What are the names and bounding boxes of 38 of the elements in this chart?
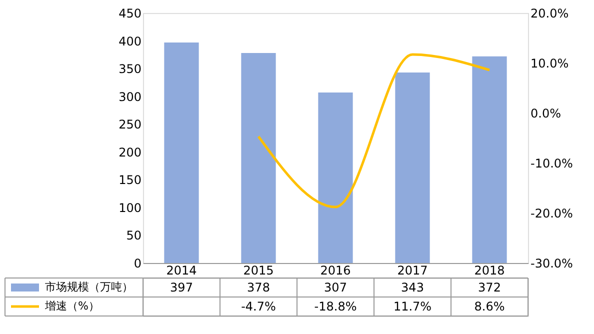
y-tick-label: 100: [118, 200, 142, 215]
legend-label: 市场规模（万吨）: [45, 280, 133, 294]
data-label: 397: [170, 280, 193, 294]
y-tick-label: 250: [118, 118, 142, 132]
x-tick-label: 2015: [243, 264, 274, 278]
bar: [472, 56, 507, 263]
y-tick-label: 350: [118, 62, 142, 76]
y-tick-label: 450: [118, 6, 142, 20]
y2-tick-label: 0.0%: [530, 106, 561, 120]
y-tick-label: 300: [118, 90, 142, 104]
data-label: 307: [324, 280, 347, 294]
bar: [318, 92, 353, 263]
y2-tick-label: -20.0%: [530, 206, 573, 220]
bar: [395, 72, 430, 263]
y-tick-label: 200: [118, 145, 142, 160]
x-tick-label: 2017: [397, 264, 428, 278]
data-label: 8.6%: [474, 300, 505, 314]
x-tick-label: 2016: [320, 264, 351, 278]
x-tick-label: 2014: [166, 264, 197, 278]
y-tick-label: 50: [126, 228, 142, 243]
y2-tick-label: -30.0%: [530, 256, 573, 270]
y2-tick-label: 20.0%: [530, 6, 569, 20]
y-tick-label: 400: [118, 34, 142, 48]
x-tick-label: 2018: [474, 264, 505, 278]
y2-tick-label: 10.0%: [530, 56, 569, 70]
y-tick-label: 150: [118, 173, 142, 188]
line-series: [257, 53, 491, 208]
y2-tick-label: -10.0%: [530, 156, 573, 170]
data-label: 11.7%: [393, 300, 432, 314]
data-label: 372: [478, 280, 501, 294]
bar: [241, 53, 276, 263]
data-label: -4.7%: [241, 300, 276, 314]
data-label: 343: [401, 280, 424, 294]
data-label: -18.8%: [314, 300, 357, 314]
legend-label: 增速（%）: [44, 300, 100, 312]
bar: [164, 42, 199, 263]
y-tick-label: 0: [134, 256, 142, 270]
data-label: 378: [247, 280, 270, 294]
